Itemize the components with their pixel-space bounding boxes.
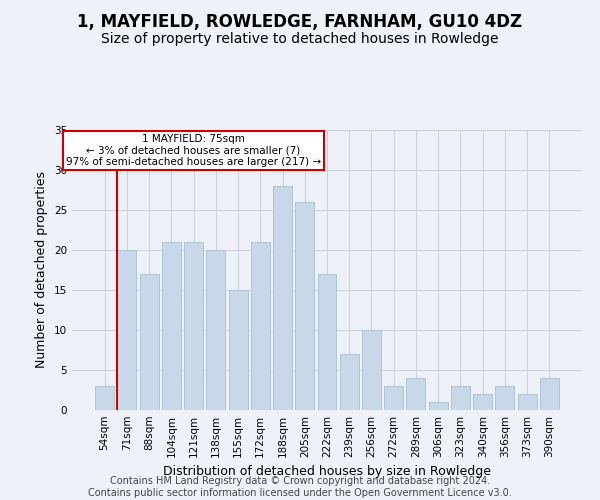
Bar bbox=[140, 274, 158, 410]
Bar bbox=[118, 250, 136, 410]
Bar bbox=[229, 290, 248, 410]
Bar bbox=[95, 386, 114, 410]
Bar bbox=[340, 354, 359, 410]
Bar bbox=[473, 394, 492, 410]
Bar bbox=[273, 186, 292, 410]
Bar bbox=[295, 202, 314, 410]
Bar bbox=[184, 242, 203, 410]
Bar bbox=[162, 242, 181, 410]
X-axis label: Distribution of detached houses by size in Rowledge: Distribution of detached houses by size … bbox=[163, 466, 491, 478]
Bar bbox=[206, 250, 225, 410]
Bar bbox=[406, 378, 425, 410]
Bar bbox=[540, 378, 559, 410]
Text: 1 MAYFIELD: 75sqm
← 3% of detached houses are smaller (7)
97% of semi-detached h: 1 MAYFIELD: 75sqm ← 3% of detached house… bbox=[66, 134, 321, 167]
Bar bbox=[496, 386, 514, 410]
Y-axis label: Number of detached properties: Number of detached properties bbox=[35, 172, 49, 368]
Bar bbox=[362, 330, 381, 410]
Text: Contains HM Land Registry data © Crown copyright and database right 2024.
Contai: Contains HM Land Registry data © Crown c… bbox=[88, 476, 512, 498]
Bar bbox=[384, 386, 403, 410]
Text: Size of property relative to detached houses in Rowledge: Size of property relative to detached ho… bbox=[101, 32, 499, 46]
Bar bbox=[251, 242, 270, 410]
Text: 1, MAYFIELD, ROWLEDGE, FARNHAM, GU10 4DZ: 1, MAYFIELD, ROWLEDGE, FARNHAM, GU10 4DZ bbox=[77, 12, 523, 30]
Bar bbox=[317, 274, 337, 410]
Bar bbox=[429, 402, 448, 410]
Bar bbox=[518, 394, 536, 410]
Bar bbox=[451, 386, 470, 410]
